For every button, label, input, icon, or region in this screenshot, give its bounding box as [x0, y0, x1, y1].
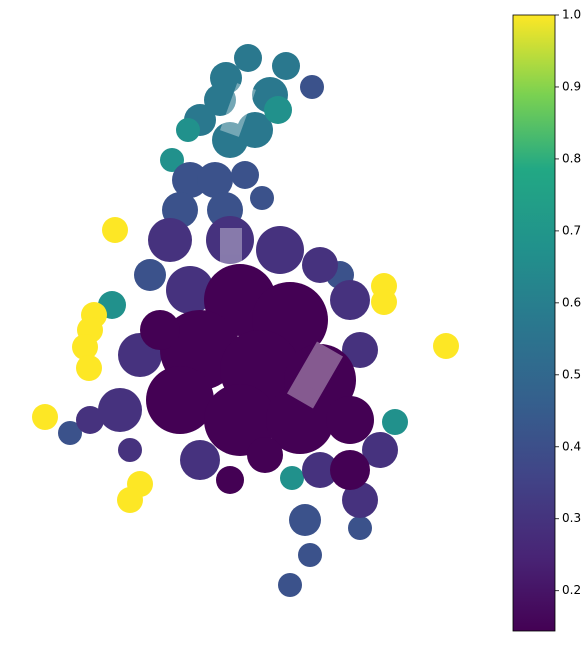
tick-label: 0.2 [562, 583, 581, 597]
tick-label: 0.8 [562, 151, 581, 165]
colorbar-scale [512, 14, 556, 632]
tick-label: 1.0 [562, 8, 581, 22]
tick-label: 0.6 [562, 295, 581, 309]
map [32, 44, 459, 597]
tick-label: 0.3 [562, 511, 581, 525]
tick-label: 0.5 [562, 367, 581, 381]
tick-label: 0.4 [562, 439, 581, 453]
colorbar: 0.2 0.3 0.4 0.5 0.6 0.7 0.8 0.9 1.0 [512, 8, 581, 632]
tick-label: 0.7 [562, 223, 581, 237]
tick-label: 0.9 [562, 79, 581, 93]
